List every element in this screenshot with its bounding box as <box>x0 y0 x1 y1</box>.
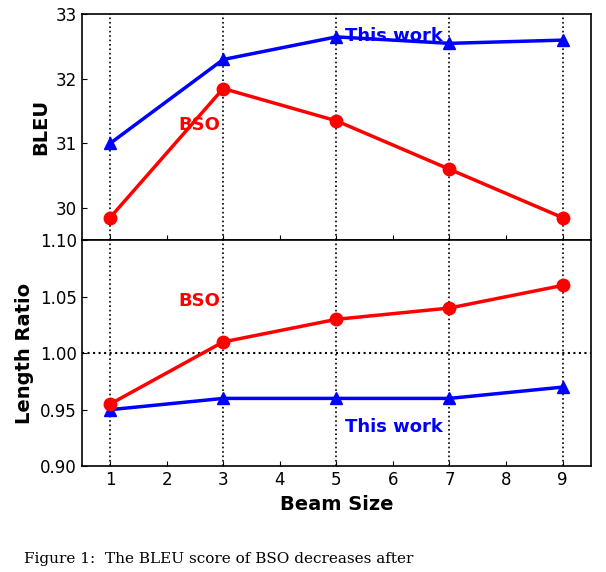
Text: BSO: BSO <box>178 292 220 310</box>
Y-axis label: Length Ratio: Length Ratio <box>15 283 35 424</box>
Text: BSO: BSO <box>178 117 220 134</box>
Text: This work: This work <box>345 27 443 45</box>
Text: Figure 1:  The BLEU score of BSO decreases after: Figure 1: The BLEU score of BSO decrease… <box>24 553 414 566</box>
Text: This work: This work <box>345 418 443 436</box>
X-axis label: Beam Size: Beam Size <box>279 495 393 514</box>
Y-axis label: BLEU: BLEU <box>31 99 50 156</box>
